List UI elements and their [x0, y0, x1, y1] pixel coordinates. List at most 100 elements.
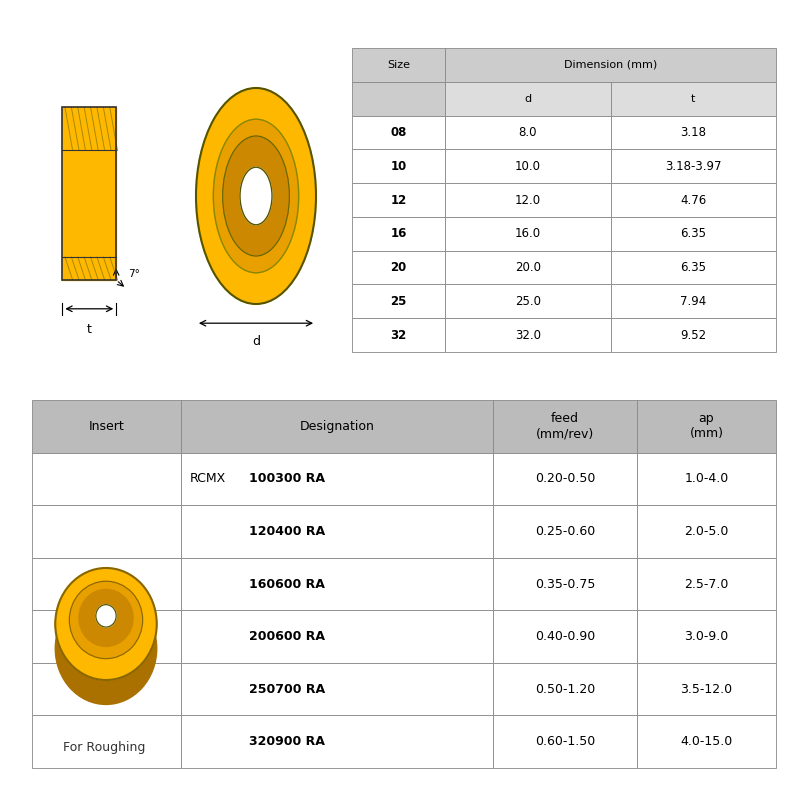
Text: 20.0: 20.0 — [515, 261, 541, 274]
Text: 08: 08 — [390, 126, 407, 139]
Bar — [62, 107, 116, 280]
Bar — [494, 453, 637, 505]
Text: 200600 RA: 200600 RA — [250, 630, 326, 643]
Bar — [446, 285, 610, 318]
Bar — [352, 115, 446, 150]
Text: For Roughing: For Roughing — [63, 742, 145, 754]
Bar — [610, 318, 776, 352]
Text: 0.50-1.20: 0.50-1.20 — [535, 682, 595, 696]
Bar — [610, 285, 776, 318]
Text: 3.18: 3.18 — [680, 126, 706, 139]
Bar — [610, 217, 776, 250]
Bar — [181, 715, 494, 768]
Bar — [637, 505, 776, 558]
Text: 6.35: 6.35 — [680, 227, 706, 240]
Text: 3.5-12.0: 3.5-12.0 — [680, 682, 733, 696]
Text: 0.25-0.60: 0.25-0.60 — [535, 525, 595, 538]
Text: 8.0: 8.0 — [518, 126, 538, 139]
Bar — [32, 400, 181, 453]
Bar — [352, 183, 446, 217]
Bar — [181, 610, 494, 663]
Text: d: d — [252, 335, 260, 348]
Text: Dimension (mm): Dimension (mm) — [564, 60, 658, 70]
Text: 2.5-7.0: 2.5-7.0 — [684, 578, 729, 590]
Text: 0.60-1.50: 0.60-1.50 — [535, 735, 595, 748]
Bar — [637, 715, 776, 768]
Text: 25.0: 25.0 — [515, 295, 541, 308]
Bar — [181, 558, 494, 610]
Bar — [32, 610, 181, 663]
Polygon shape — [62, 107, 116, 150]
Text: 250700 RA: 250700 RA — [250, 682, 326, 696]
Text: 20: 20 — [390, 261, 406, 274]
Polygon shape — [62, 257, 116, 280]
Text: 160600 RA: 160600 RA — [250, 578, 325, 590]
Text: Insert: Insert — [89, 420, 124, 433]
Text: 0.35-0.75: 0.35-0.75 — [535, 578, 595, 590]
Bar — [494, 505, 637, 558]
Text: 2.0-5.0: 2.0-5.0 — [684, 525, 729, 538]
Bar — [352, 250, 446, 285]
Bar — [181, 453, 494, 505]
Ellipse shape — [96, 605, 116, 627]
Text: 9.52: 9.52 — [680, 329, 706, 342]
Bar — [446, 183, 610, 217]
Bar — [446, 48, 776, 82]
Bar — [352, 48, 446, 82]
Bar — [610, 183, 776, 217]
Text: 4.0-15.0: 4.0-15.0 — [680, 735, 733, 748]
Text: d: d — [524, 94, 531, 104]
Text: t: t — [691, 94, 695, 104]
Text: 32: 32 — [390, 329, 406, 342]
Bar — [446, 250, 610, 285]
Ellipse shape — [55, 568, 157, 680]
Bar — [610, 250, 776, 285]
Bar — [352, 82, 446, 115]
Ellipse shape — [79, 590, 133, 646]
Circle shape — [240, 167, 272, 225]
Bar — [32, 715, 181, 768]
Text: 7°: 7° — [128, 270, 139, 279]
Bar — [494, 715, 637, 768]
Text: 12.0: 12.0 — [515, 194, 541, 206]
Text: 3.0-9.0: 3.0-9.0 — [684, 630, 729, 643]
Text: t: t — [87, 323, 92, 336]
Bar — [494, 558, 637, 610]
Bar — [610, 115, 776, 150]
Text: 6.35: 6.35 — [680, 261, 706, 274]
Bar — [32, 505, 181, 558]
Bar — [352, 318, 446, 352]
Text: 100300 RA: 100300 RA — [250, 472, 326, 486]
Ellipse shape — [70, 582, 142, 658]
Bar — [446, 115, 610, 150]
Bar — [32, 453, 181, 505]
Bar — [637, 453, 776, 505]
Text: 16: 16 — [390, 227, 407, 240]
Text: 1.0-4.0: 1.0-4.0 — [684, 472, 729, 486]
Text: 4.76: 4.76 — [680, 194, 706, 206]
Bar — [352, 285, 446, 318]
Text: RCMX: RCMX — [190, 472, 226, 486]
Polygon shape — [62, 150, 116, 257]
Text: 120400 RA: 120400 RA — [250, 525, 326, 538]
Bar — [446, 150, 610, 183]
Text: 32.0: 32.0 — [515, 329, 541, 342]
Text: Size: Size — [387, 60, 410, 70]
Text: 3.18-3.97: 3.18-3.97 — [665, 160, 722, 173]
Text: 7.94: 7.94 — [680, 295, 706, 308]
Circle shape — [222, 136, 290, 256]
Bar — [610, 150, 776, 183]
Bar — [637, 400, 776, 453]
Text: ap
(mm): ap (mm) — [690, 412, 723, 440]
Bar — [610, 82, 776, 115]
Bar — [446, 217, 610, 250]
Bar — [446, 82, 610, 115]
Bar — [32, 558, 181, 610]
Bar — [181, 663, 494, 715]
Text: 12: 12 — [390, 194, 406, 206]
Bar — [352, 217, 446, 250]
Circle shape — [196, 88, 316, 304]
Text: 0.20-0.50: 0.20-0.50 — [535, 472, 595, 486]
Bar — [494, 610, 637, 663]
Text: 25: 25 — [390, 295, 407, 308]
